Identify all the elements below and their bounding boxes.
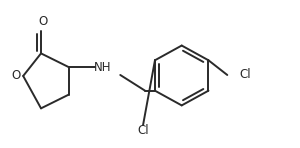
Text: Cl: Cl bbox=[239, 69, 251, 82]
Text: Cl: Cl bbox=[137, 124, 149, 137]
Text: NH: NH bbox=[94, 61, 111, 74]
Text: O: O bbox=[12, 69, 21, 82]
Text: O: O bbox=[38, 16, 48, 29]
